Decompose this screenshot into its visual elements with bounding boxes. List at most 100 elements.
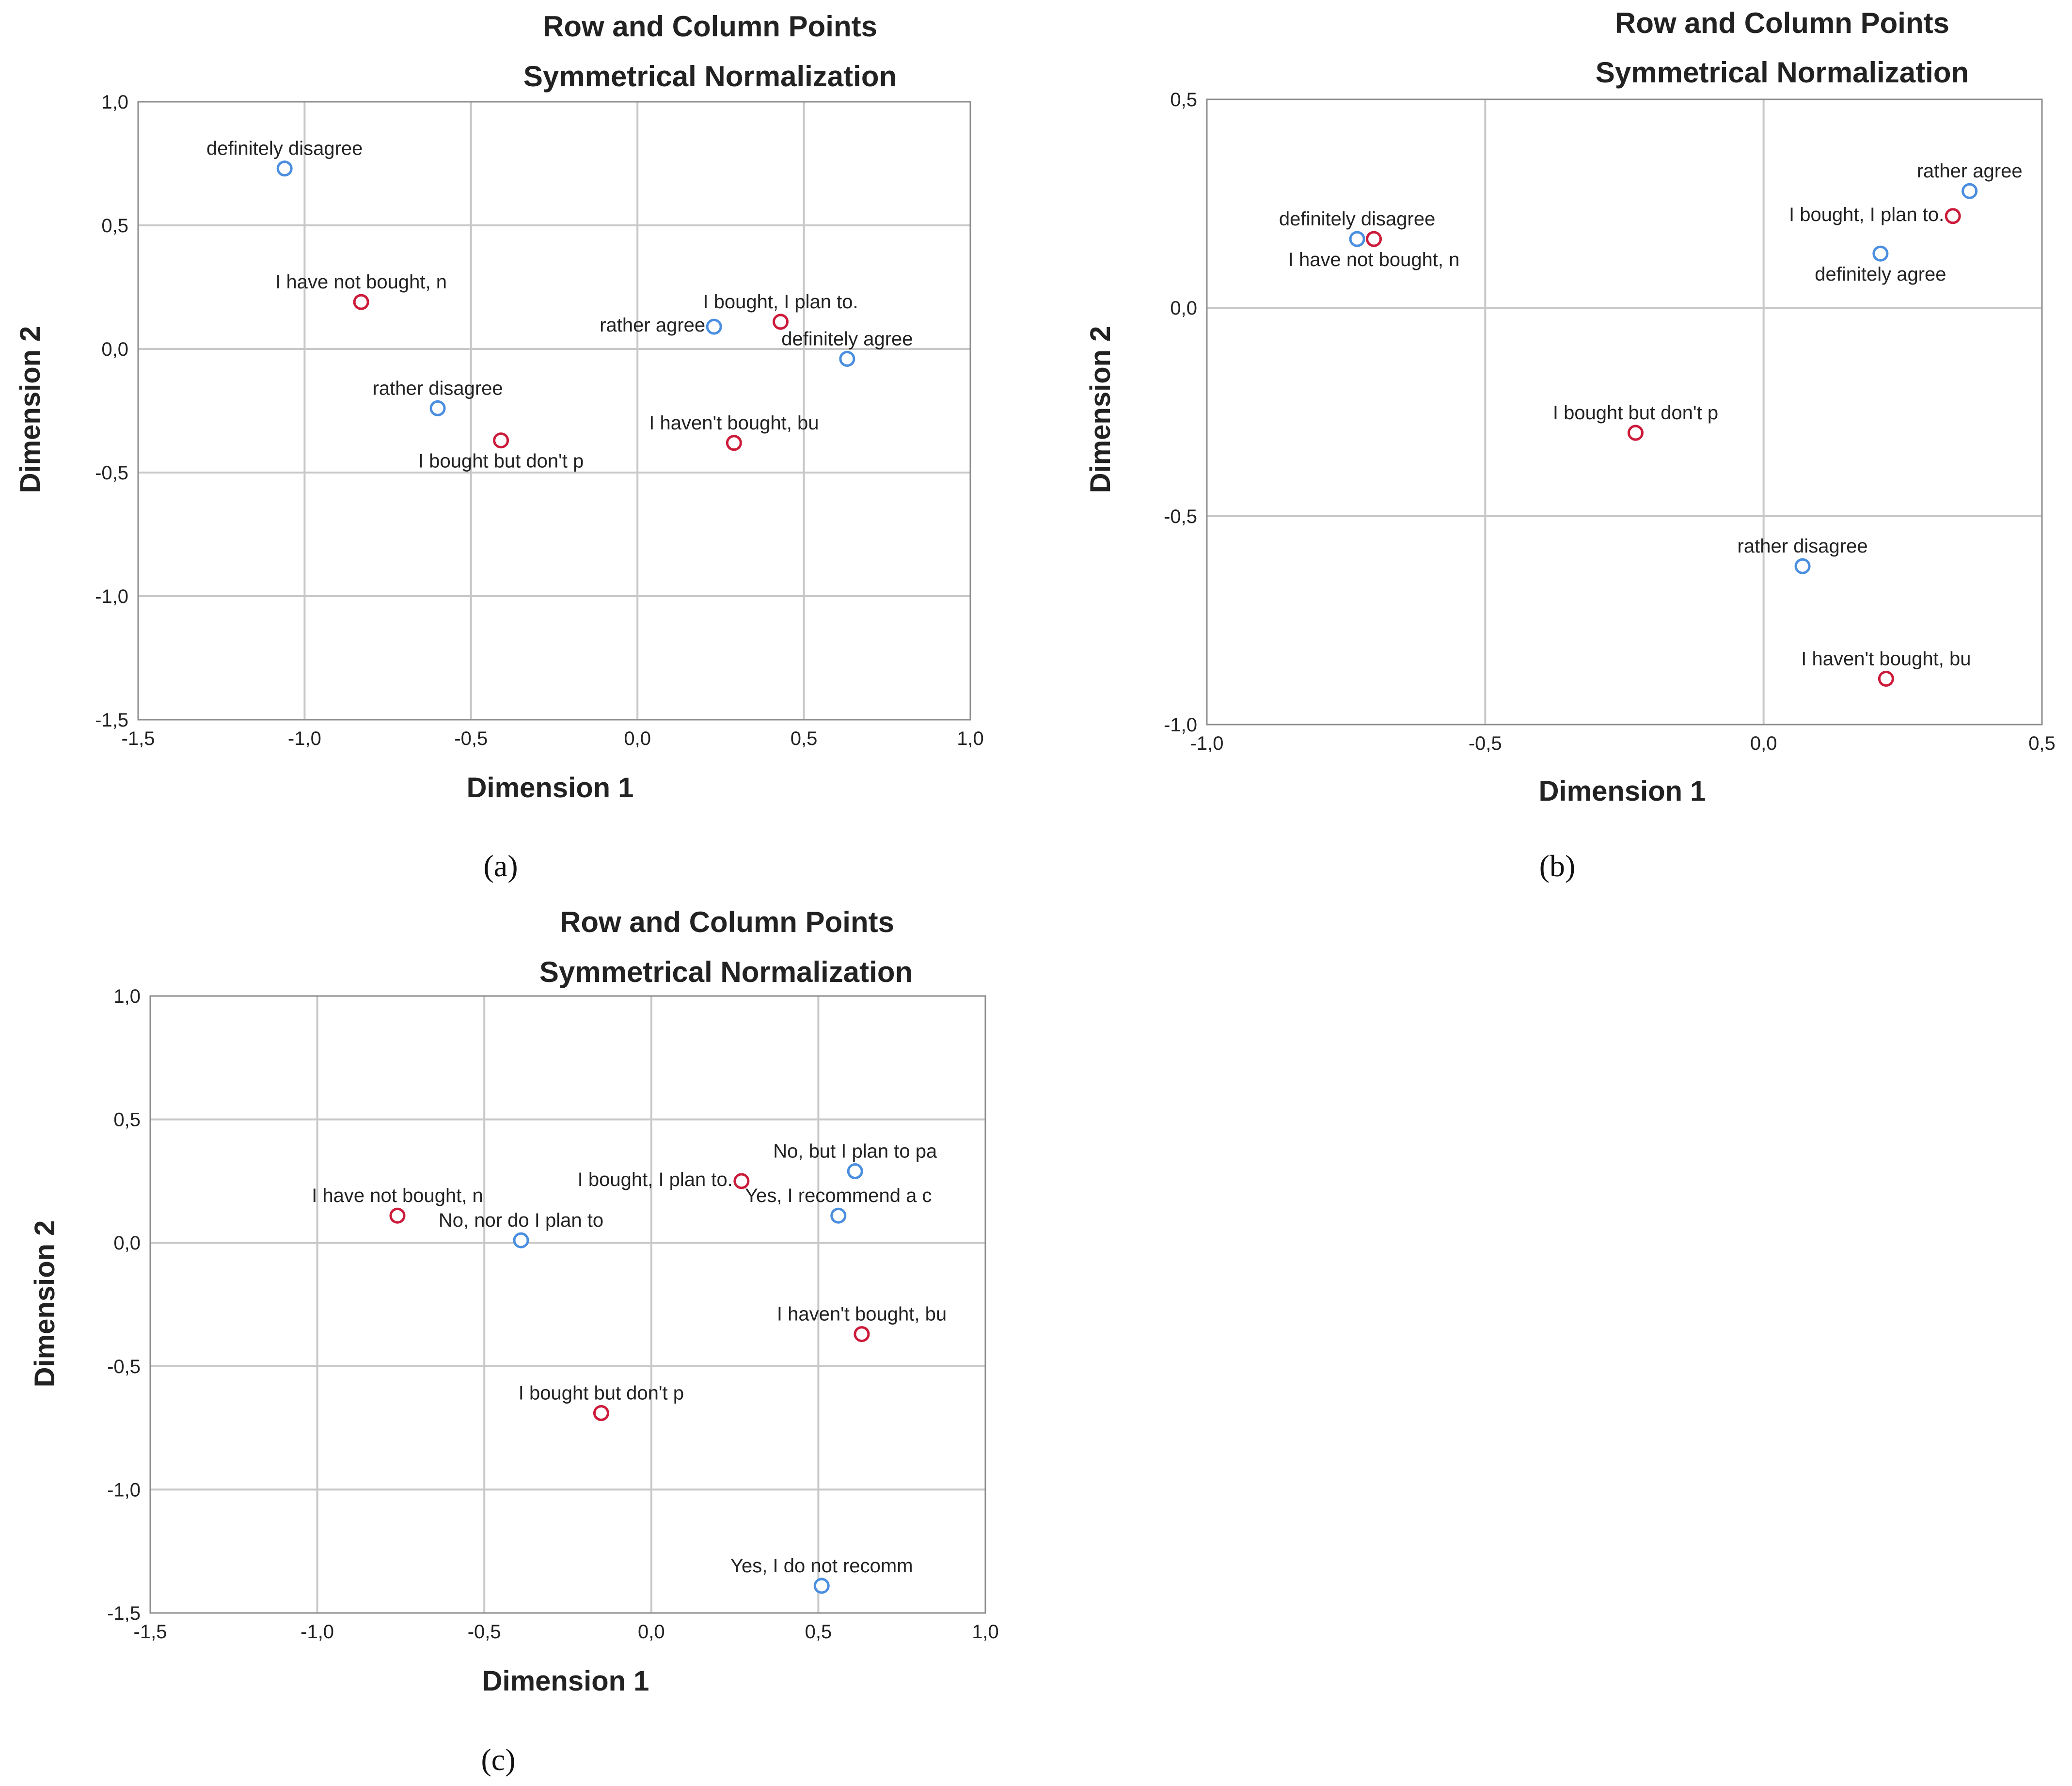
chart-title: Row and Column Points — [543, 10, 877, 43]
figure-caption-b: (b) — [1539, 849, 1576, 883]
point-label: rather disagree — [373, 378, 503, 399]
column-point-marker — [706, 318, 722, 335]
plot-frame — [1206, 98, 2043, 726]
row-point-marker — [389, 1207, 406, 1224]
column-point-marker — [839, 350, 855, 367]
column-point-marker — [813, 1578, 830, 1594]
y-tick-label: -1,5 — [107, 1603, 141, 1624]
x-tick-label: 0,5 — [805, 1621, 832, 1643]
point-label: I bought but don't p — [519, 1383, 684, 1404]
y-tick-label: 1,0 — [101, 92, 128, 113]
row-point-marker — [353, 294, 369, 310]
y-tick-label: -1,0 — [95, 586, 128, 607]
plot-area: -1,5 -1,0 -0,5 0,0 0,5 1,0 -1,5 -1,0 -0,5 0,0 0,5 1… — [95, 92, 984, 749]
column-point-marker — [1872, 245, 1889, 262]
point-label: I have not bought, n — [1288, 249, 1460, 270]
row-point-marker — [1945, 208, 1961, 224]
y-tick-label: -1,0 — [107, 1479, 141, 1501]
y-tick-label: 0,0 — [1170, 298, 1197, 319]
plot-area: -1,0 -0,5 0,0 0,5 -1,0 -0,5 0,0 0,5 definitely d… — [1164, 89, 2056, 754]
y-tick-label: 0,5 — [1170, 89, 1197, 111]
chart-subtitle: Symmetrical Normalization — [539, 956, 913, 988]
point-label: I have not bought, n — [275, 271, 447, 293]
point-label: definitely disagree — [206, 138, 363, 159]
y-tick-label: 1,0 — [113, 986, 141, 1007]
chart-title: Row and Column Points — [560, 906, 894, 938]
column-point-marker — [513, 1232, 529, 1249]
x-tick-label: -1,0 — [301, 1621, 334, 1643]
row-point-marker — [1627, 425, 1644, 441]
column-point-marker — [429, 400, 446, 416]
column-point-marker — [276, 160, 293, 177]
y-tick-label: -0,5 — [1164, 506, 1197, 527]
point-label: Yes, I recommend a c — [745, 1185, 932, 1206]
x-tick-label: -0,5 — [454, 728, 488, 749]
y-tick-label: 0,0 — [113, 1233, 141, 1254]
y-tick-label: -1,0 — [1164, 714, 1197, 736]
y-tick-label: -1,5 — [95, 710, 128, 731]
x-axis-title: Dimension 1 — [467, 772, 634, 804]
chart-subtitle: Symmetrical Normalization — [523, 60, 897, 93]
point-label: I bought, I plan to. — [1789, 204, 1944, 225]
x-tick-label: -0,5 — [1469, 733, 1502, 754]
y-axis-title: Dimension 2 — [29, 1220, 61, 1388]
figure-caption-a: (a) — [483, 849, 518, 883]
point-label: rather agree — [1917, 160, 2023, 182]
point-label: definitely agree — [781, 328, 913, 349]
point-label: I bought, I plan to. — [578, 1169, 733, 1190]
point-label: definitely agree — [1815, 264, 1946, 285]
x-tick-label: -0,5 — [468, 1621, 501, 1643]
row-point-marker — [593, 1405, 609, 1422]
point-label: I bought but don't p — [418, 451, 584, 472]
column-point-marker — [1349, 231, 1365, 247]
x-tick-label: -1,0 — [1190, 733, 1224, 754]
row-point-marker — [1366, 231, 1382, 247]
point-label: No, nor do I plan to — [439, 1210, 603, 1231]
point-label: Yes, I do not recomm — [730, 1555, 913, 1577]
x-tick-label: 0,0 — [1750, 733, 1777, 754]
chart-subtitle: Symmetrical Normalization — [1596, 56, 1969, 89]
point-label: I haven't bought, bu — [777, 1304, 947, 1325]
x-tick-label: -1,0 — [288, 728, 321, 749]
plot-frame — [149, 995, 986, 1614]
panel-c: Row and Column Points Symmetrical Normal… — [29, 906, 999, 1777]
x-tick-label: 0,5 — [2028, 733, 2056, 754]
x-tick-label: 0,0 — [638, 1621, 665, 1643]
point-label: I haven't bought, bu — [649, 412, 819, 434]
y-axis-title: Dimension 2 — [15, 326, 46, 493]
column-point-marker — [1794, 558, 1811, 574]
row-point-marker — [1878, 670, 1894, 687]
plot-area: -1,5 -1,0 -0,5 0,0 0,5 1,0 -1,5 -1,0 -0,5 0,0 0,5 1… — [107, 986, 999, 1643]
y-tick-label: 0,5 — [101, 215, 128, 237]
x-tick-label: 0,0 — [624, 728, 651, 749]
figure-caption-c: (c) — [481, 1742, 515, 1777]
y-tick-label: -0,5 — [107, 1356, 141, 1377]
point-label: definitely disagree — [1279, 208, 1435, 230]
y-axis-title: Dimension 2 — [1085, 326, 1116, 493]
x-axis-title: Dimension 1 — [482, 1665, 649, 1697]
x-tick-label: -1,5 — [134, 1621, 167, 1643]
y-tick-label: 0,5 — [113, 1109, 141, 1131]
x-axis-title: Dimension 1 — [1539, 775, 1706, 807]
x-tick-label: -1,5 — [122, 728, 155, 749]
x-tick-label: 1,0 — [972, 1621, 999, 1643]
row-point-marker — [726, 435, 742, 451]
point-label: No, but I plan to pa — [773, 1141, 937, 1162]
row-point-marker — [493, 432, 509, 449]
column-point-marker — [830, 1207, 847, 1224]
row-point-marker — [733, 1173, 750, 1189]
row-point-marker — [854, 1326, 870, 1343]
point-label: I haven't bought, bu — [1801, 648, 1971, 669]
x-tick-label: 1,0 — [957, 728, 984, 749]
point-label: I bought but don't p — [1553, 402, 1718, 424]
point-label: rather disagree — [1738, 536, 1868, 557]
row-point-marker — [773, 314, 789, 330]
plot-frame — [137, 101, 971, 721]
point-label: I have not bought, n — [312, 1185, 483, 1206]
point-label: I bought, I plan to. — [703, 291, 858, 313]
panel-a: Row and Column Points Symmetrical Normal… — [15, 10, 984, 883]
y-tick-label: 0,0 — [101, 339, 128, 360]
y-tick-label: -0,5 — [95, 462, 128, 484]
point-label: rather agree — [600, 315, 705, 336]
